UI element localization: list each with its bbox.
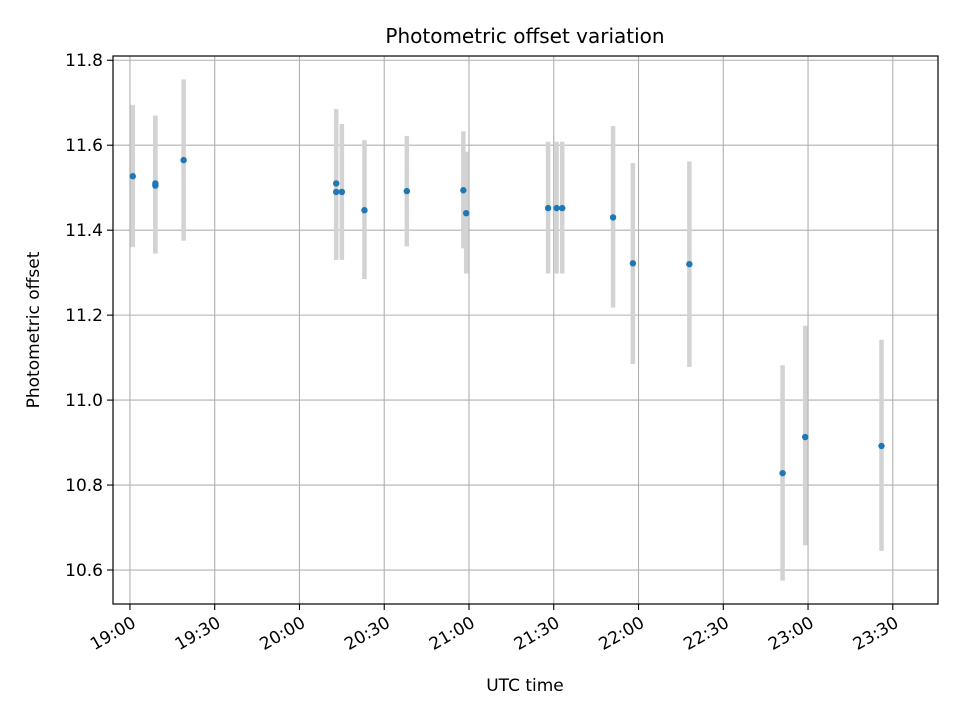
data-point <box>361 207 368 214</box>
data-point <box>152 182 159 189</box>
plot-frame <box>112 55 939 605</box>
chart-title: Photometric offset variation <box>385 24 664 48</box>
y-tick-label: 11.6 <box>65 136 103 156</box>
x-axis-label: UTC time <box>486 676 564 696</box>
data-point <box>462 209 470 217</box>
data-point <box>460 187 467 194</box>
data-point <box>333 180 340 187</box>
data-point <box>553 204 560 212</box>
y-tick-label: 11.8 <box>65 51 103 71</box>
y-tick-label: 11.0 <box>65 391 103 411</box>
data-point <box>544 204 552 212</box>
data-point <box>609 214 617 221</box>
data-point <box>779 469 786 477</box>
y-tick-label: 10.6 <box>65 561 103 581</box>
data-point <box>180 156 187 164</box>
y-tick-label: 10.8 <box>65 476 103 496</box>
data-point <box>686 260 693 268</box>
data-point <box>333 188 340 196</box>
data-point <box>878 442 885 450</box>
data-point <box>802 433 809 441</box>
data-points <box>129 156 885 477</box>
y-axis-label: Photometric offset <box>24 251 44 408</box>
y-tick-label: 11.4 <box>65 221 103 241</box>
data-point <box>403 187 411 195</box>
grid <box>113 56 938 604</box>
data-point <box>129 173 136 180</box>
y-axis-ticks: 10.6 10.8 11.0 11.2 11.4 11.6 11.8 <box>65 51 113 581</box>
data-point <box>559 204 566 212</box>
y-tick-label: 11.2 <box>65 306 103 326</box>
data-point <box>338 188 346 196</box>
data-point <box>629 260 637 267</box>
